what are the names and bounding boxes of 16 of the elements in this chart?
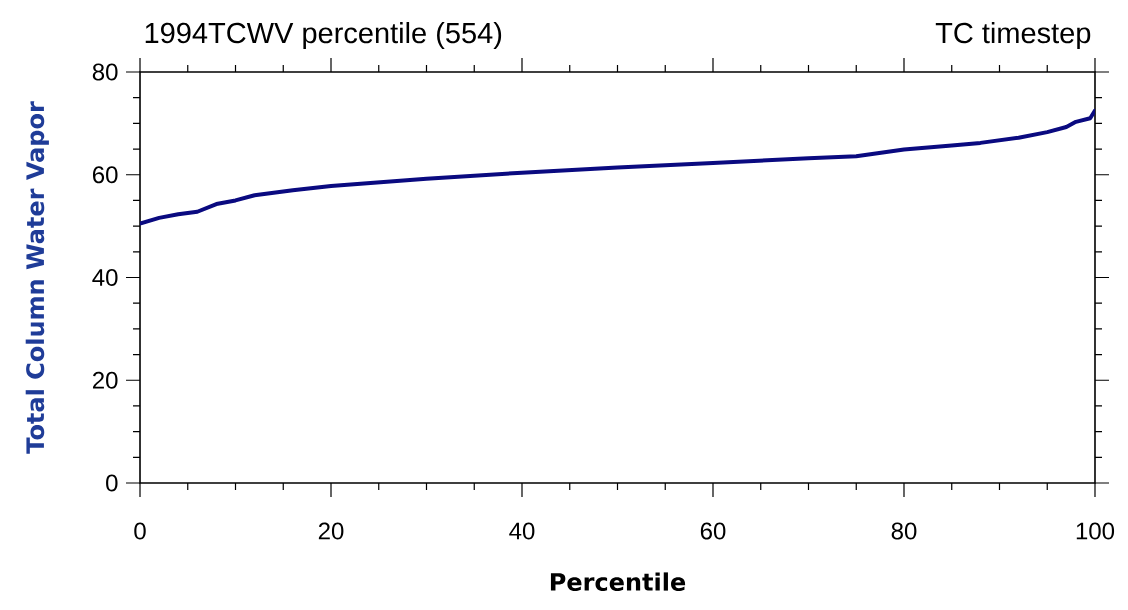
x-tick-label: 40: [509, 522, 535, 540]
x-axis-title: Percentile: [550, 572, 686, 591]
x-tick-label: 80: [891, 522, 917, 540]
y-tick-label: 80: [92, 63, 118, 81]
x-tick-label: 60: [700, 522, 726, 540]
chart-subtitle: TC timestep: [935, 21, 1091, 50]
y-axis-title: Total Column Water Vapor: [25, 101, 49, 454]
x-tick-label: 0: [134, 522, 146, 540]
y-tick-label: 60: [93, 166, 118, 184]
chart-title: 1994TCWV percentile (554): [145, 21, 502, 50]
y-tick-label: 40: [92, 269, 118, 286]
y-tick-label: 20: [92, 371, 118, 389]
x-tick-label: 100: [1076, 522, 1115, 540]
y-tick-label: 0: [106, 474, 118, 492]
x-tick-label: 20: [318, 522, 344, 540]
line-series: [140, 108, 1095, 226]
